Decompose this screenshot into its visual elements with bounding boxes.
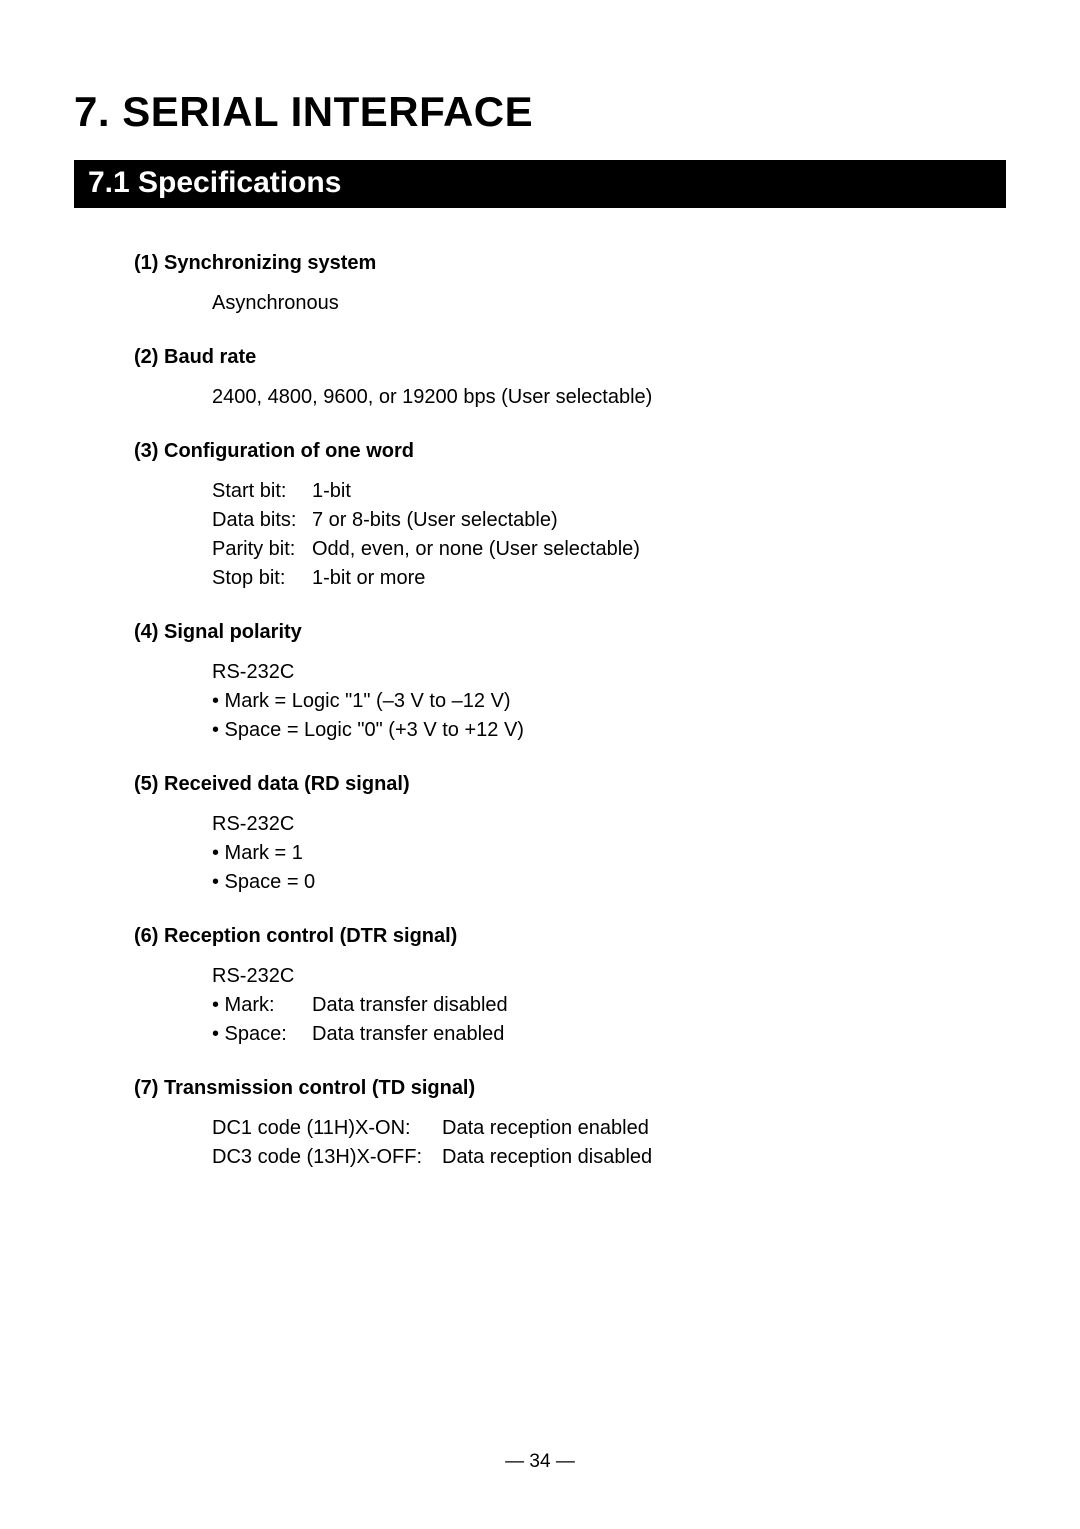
spec-heading: (4) Signal polarity (134, 621, 1006, 644)
spec-body: RS-232C • Mark: Data transfer disabled •… (212, 962, 1006, 1049)
spec-body: RS-232C • Mark = Logic "1" (–3 V to –12 … (212, 658, 1006, 745)
spec-block: (6) Reception control (DTR signal) RS-23… (134, 925, 1006, 1049)
spec-line: RS-232C (212, 658, 1006, 687)
page-number: — 34 — (0, 1451, 1080, 1473)
spec-line: • Space = 0 (212, 868, 1006, 897)
spec-kv-value: Odd, even, or none (User selectable) (312, 535, 640, 564)
spec-block: (7) Transmission control (TD signal) DC1… (134, 1077, 1006, 1172)
spec-body: 2400, 4800, 9600, or 19200 bps (User sel… (212, 383, 1006, 412)
spec-heading: (3) Configuration of one word (134, 440, 1006, 463)
spec-line: RS-232C (212, 962, 1006, 991)
spec-kv-row: DC3 code (13H)X-OFF: Data reception disa… (212, 1143, 1006, 1172)
spec-kv-value: 1-bit or more (312, 564, 425, 593)
spec-line: RS-232C (212, 810, 1006, 839)
spec-body: DC1 code (11H)X-ON: Data reception enabl… (212, 1114, 1006, 1172)
spec-line: • Mark = 1 (212, 839, 1006, 868)
spec-kv-value: Data reception disabled (442, 1143, 652, 1172)
spec-kv-label: DC3 code (13H)X-OFF: (212, 1143, 442, 1172)
spec-line: • Space = Logic "0" (+3 V to +12 V) (212, 716, 1006, 745)
spec-line: 2400, 4800, 9600, or 19200 bps (User sel… (212, 383, 1006, 412)
spec-line: • Mark = Logic "1" (–3 V to –12 V) (212, 687, 1006, 716)
spec-kv-row: Data bits: 7 or 8-bits (User selectable) (212, 506, 1006, 535)
section-title-bar: 7.1 Specifications (74, 160, 1006, 208)
spec-heading: (7) Transmission control (TD signal) (134, 1077, 1006, 1100)
spec-block: (1) Synchronizing system Asynchronous (134, 252, 1006, 318)
spec-block: (2) Baud rate 2400, 4800, 9600, or 19200… (134, 346, 1006, 412)
chapter-title: 7. SERIAL INTERFACE (74, 88, 1006, 136)
spec-kv-row: DC1 code (11H)X-ON: Data reception enabl… (212, 1114, 1006, 1143)
spec-block: (4) Signal polarity RS-232C • Mark = Log… (134, 621, 1006, 745)
spec-line: Asynchronous (212, 289, 1006, 318)
spec-kv-label: Start bit: (212, 477, 312, 506)
spec-block: (3) Configuration of one word Start bit:… (134, 440, 1006, 593)
spec-kv-label: Stop bit: (212, 564, 312, 593)
spec-kv-value: Data reception enabled (442, 1114, 649, 1143)
spec-body: Start bit: 1-bit Data bits: 7 or 8-bits … (212, 477, 1006, 593)
spec-kv-label: • Space: (212, 1020, 312, 1049)
spec-kv-row: Start bit: 1-bit (212, 477, 1006, 506)
spec-kv-value: 7 or 8-bits (User selectable) (312, 506, 558, 535)
spec-kv-value: 1-bit (312, 477, 351, 506)
spec-heading: (6) Reception control (DTR signal) (134, 925, 1006, 948)
spec-block: (5) Received data (RD signal) RS-232C • … (134, 773, 1006, 897)
spec-kv-row: • Space: Data transfer enabled (212, 1020, 1006, 1049)
spec-heading: (1) Synchronizing system (134, 252, 1006, 275)
spec-heading: (5) Received data (RD signal) (134, 773, 1006, 796)
spec-kv-value: Data transfer disabled (312, 991, 508, 1020)
document-page: 7. SERIAL INTERFACE 7.1 Specifications (… (0, 0, 1080, 1529)
spec-kv-row: Parity bit: Odd, even, or none (User sel… (212, 535, 1006, 564)
spec-kv-label: Data bits: (212, 506, 312, 535)
spec-kv-label: DC1 code (11H)X-ON: (212, 1114, 442, 1143)
spec-kv-label: • Mark: (212, 991, 312, 1020)
spec-kv-row: • Mark: Data transfer disabled (212, 991, 1006, 1020)
spec-kv-label: Parity bit: (212, 535, 312, 564)
spec-kv-row: Stop bit: 1-bit or more (212, 564, 1006, 593)
spec-body: Asynchronous (212, 289, 1006, 318)
spec-heading: (2) Baud rate (134, 346, 1006, 369)
spec-body: RS-232C • Mark = 1 • Space = 0 (212, 810, 1006, 897)
spec-kv-value: Data transfer enabled (312, 1020, 504, 1049)
